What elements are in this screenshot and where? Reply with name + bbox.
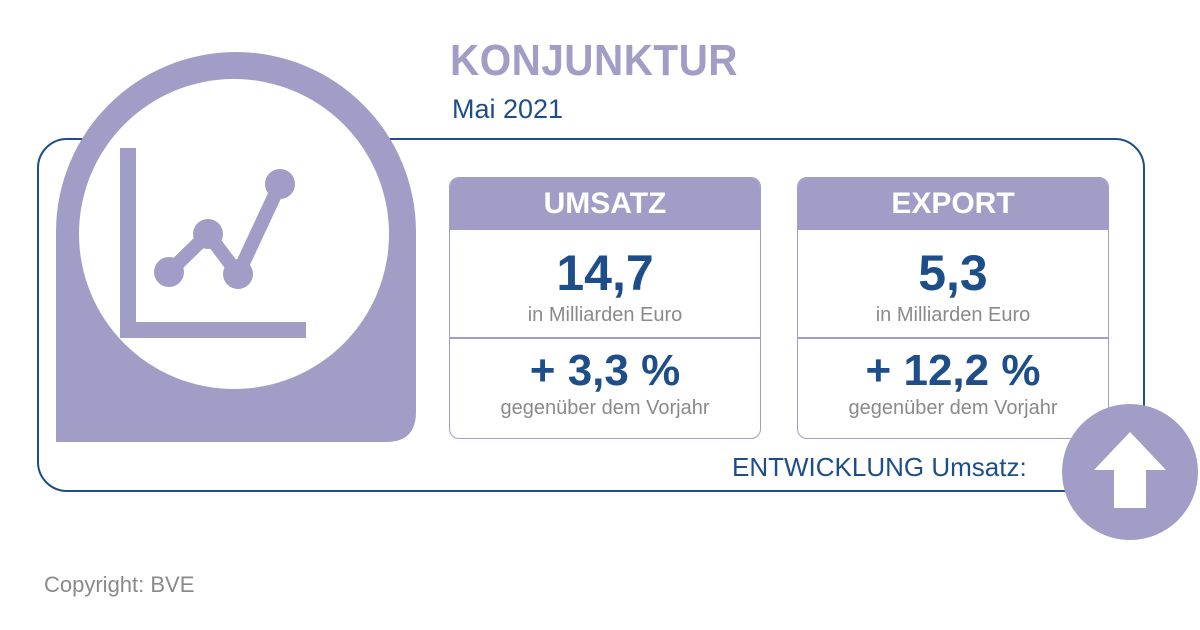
card-umsatz: UMSATZ 14,7 in Milliarden Euro + 3,3 % g… — [449, 177, 761, 439]
page-title: KONJUNKTUR — [450, 36, 738, 85]
line-chart-icon — [120, 148, 306, 338]
card-change-note: gegenüber dem Vorjahr — [500, 396, 710, 419]
card-unit: in Milliarden Euro — [527, 304, 683, 326]
trend-label: ENTWICKLUNG Umsatz: — [732, 452, 1027, 482]
card-title: UMSATZ — [450, 178, 760, 230]
content-frame — [37, 138, 1145, 492]
page-subtitle: Mai 2021 — [452, 94, 564, 124]
card-change-note: gegenüber dem Vorjahr — [848, 396, 1058, 419]
card-change: + 12,2 % — [865, 345, 1041, 395]
card-change: + 3,3 % — [529, 345, 681, 395]
copyright: Copyright: BVE — [44, 572, 195, 597]
card-value: 14,7 — [556, 245, 654, 301]
card-title: EXPORT — [798, 178, 1108, 230]
card-divider — [450, 337, 760, 339]
card-unit: in Milliarden Euro — [875, 304, 1031, 326]
card-divider — [798, 337, 1108, 339]
trend-indicator — [1062, 404, 1198, 540]
badge — [56, 52, 416, 442]
card-value: 5,3 — [918, 245, 988, 301]
card-export: EXPORT 5,3 in Milliarden Euro + 12,2 % g… — [797, 177, 1109, 439]
arrow-up-icon — [1094, 432, 1166, 508]
